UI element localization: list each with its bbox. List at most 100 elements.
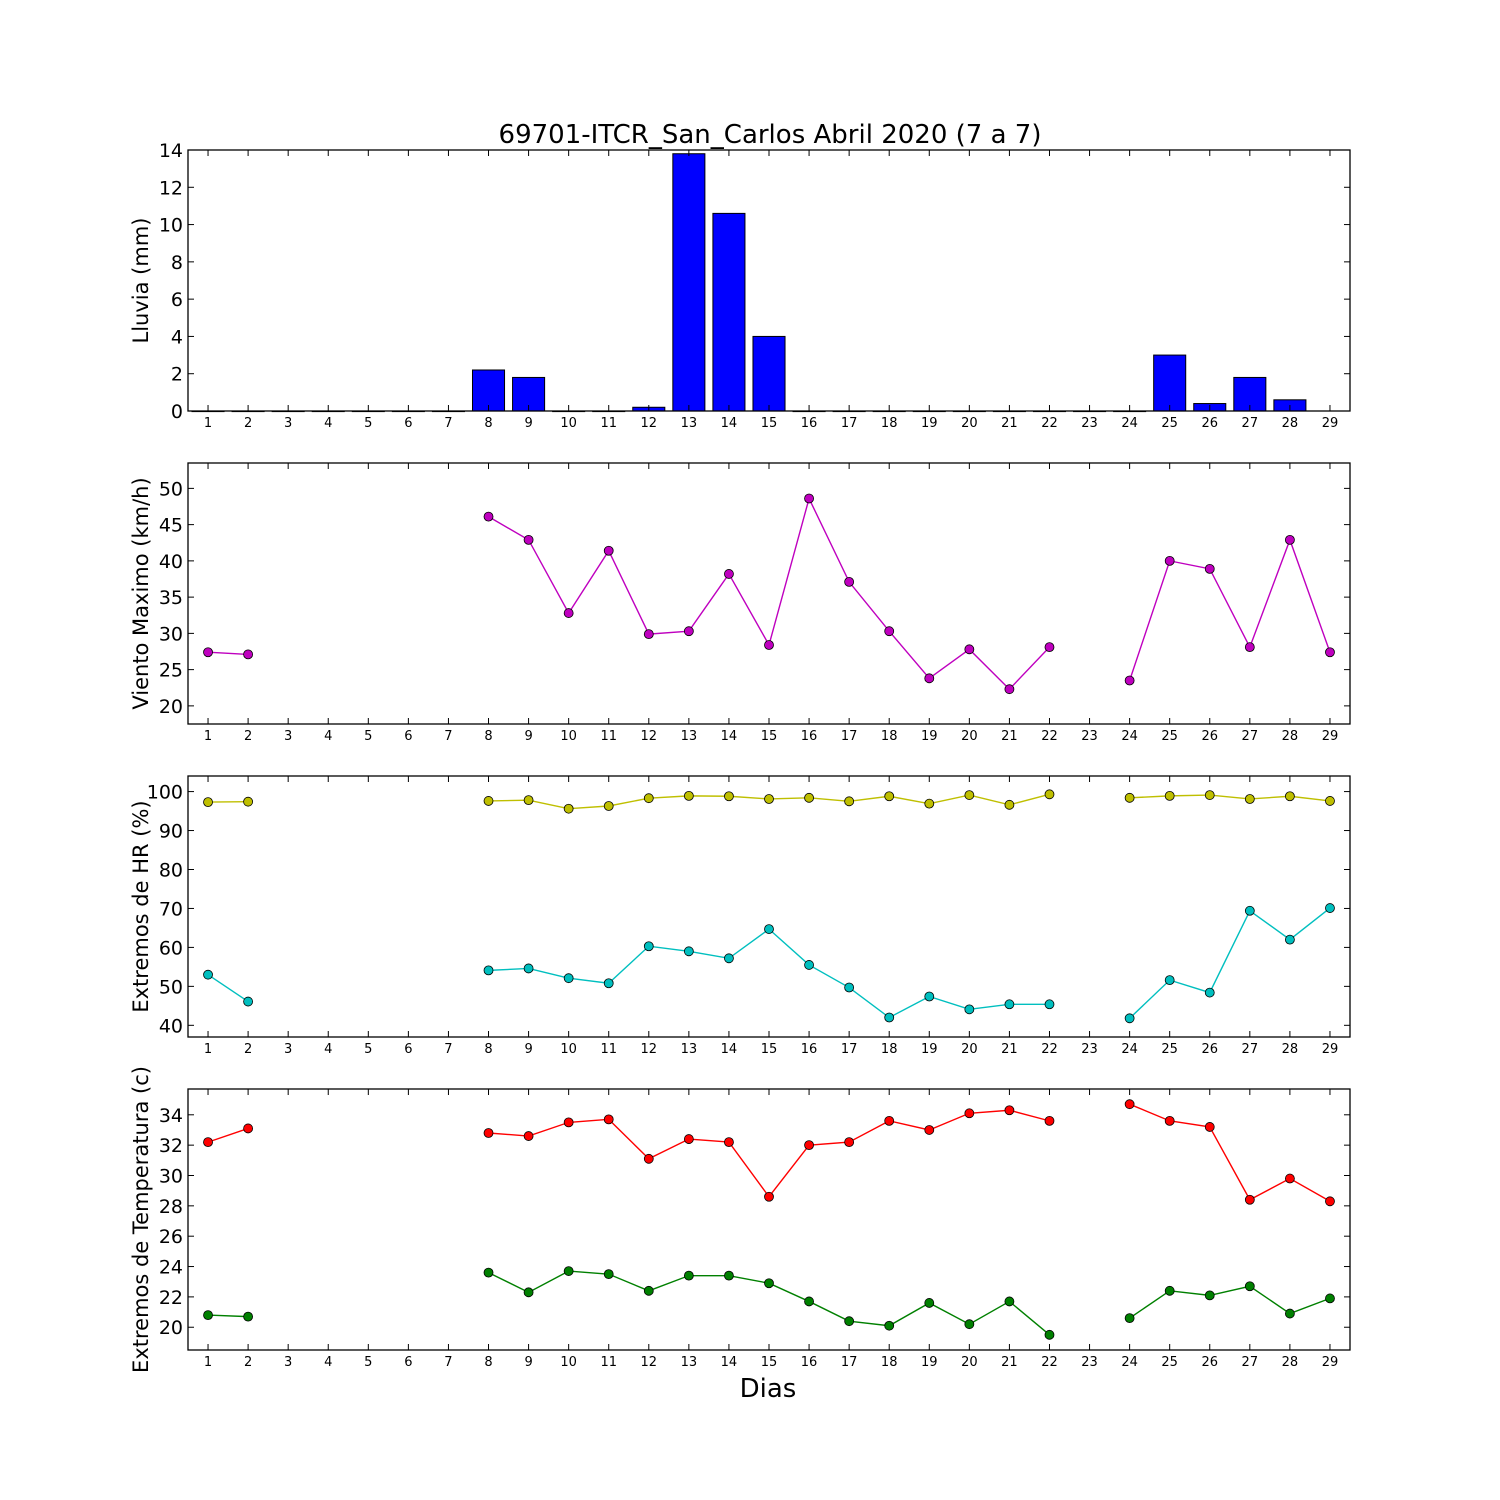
wind-point-day-22 (1044, 642, 1055, 653)
x-tick-label: 3 (284, 1042, 292, 1057)
hr_min-point-day-28 (1284, 934, 1295, 945)
x-tick-label: 10 (560, 1355, 577, 1370)
hr_min-line (1129, 907, 1331, 1019)
hr_max-point-day-22 (1044, 789, 1055, 800)
x-tick-label: 22 (1041, 729, 1058, 744)
temp_min-point-day-9 (523, 1287, 534, 1298)
temp_max-point-day-21 (1004, 1105, 1015, 1116)
y-tick-label: 70 (159, 898, 183, 920)
x-tick-label: 16 (801, 729, 818, 744)
hr_min-point-day-9 (523, 963, 534, 974)
y-tick-label: 40 (159, 551, 183, 573)
y-tick-label: 60 (159, 937, 183, 959)
hr_min-point-day-29 (1325, 903, 1335, 913)
wind-point-day-9 (523, 534, 534, 545)
x-tick-label: 3 (284, 1355, 292, 1370)
wind-point-day-13 (683, 626, 694, 637)
x-tick-label: 12 (641, 416, 658, 431)
hr_min-point-day-12 (643, 941, 654, 952)
hr_min-point-day-26 (1204, 987, 1215, 998)
wind-point-day-20 (964, 644, 975, 655)
rain-bar-day-25 (1153, 354, 1187, 412)
x-tick-label: 10 (560, 729, 577, 744)
temp_min-point-day-19 (924, 1298, 935, 1308)
x-tick-label: 15 (761, 729, 778, 744)
x-tick-label: 27 (1242, 416, 1259, 431)
y-tick-label: 28 (159, 1196, 183, 1218)
x-tick-label: 25 (1161, 729, 1178, 744)
x-tick-label: 2 (244, 416, 252, 431)
x-tick-label: 11 (600, 1042, 617, 1057)
x-tick-label: 26 (1201, 729, 1218, 744)
temp_max-point-day-26 (1204, 1122, 1215, 1132)
hr_max-point-day-21 (1004, 799, 1015, 810)
x-tick-label: 6 (404, 1355, 412, 1370)
x-tick-label: 21 (1001, 1042, 1018, 1057)
temp_min-point-day-27 (1244, 1281, 1255, 1292)
y-tick-label: 45 (159, 515, 183, 537)
x-tick-label: 21 (1001, 729, 1018, 744)
x-tick-label: 2 (244, 729, 252, 744)
x-tick-label: 15 (761, 416, 778, 431)
x-tick-label: 19 (921, 1042, 938, 1057)
temp_min-point-day-29 (1325, 1293, 1335, 1304)
hr_max-point-day-29 (1325, 796, 1335, 806)
x-tick-label: 29 (1322, 729, 1339, 744)
temp_min-point-day-11 (603, 1269, 614, 1280)
x-tick-label: 14 (721, 1355, 738, 1370)
temp_max-point-day-27 (1244, 1194, 1255, 1205)
x-tick-label: 12 (641, 1042, 658, 1057)
hr_min-point-day-22 (1044, 999, 1055, 1010)
y-tick-label: 22 (159, 1287, 183, 1309)
x-tick-label: 13 (681, 1355, 698, 1370)
hr_max-point-day-24 (1124, 792, 1135, 803)
x-tick-label: 4 (324, 416, 332, 431)
panel-frame (187, 462, 1351, 725)
y-axis-label: Extremos de Temperatura (c) (129, 1066, 153, 1373)
rain-bar-day-13 (672, 153, 706, 412)
hr_max-point-day-12 (643, 793, 654, 804)
panel-frame (187, 775, 1351, 1038)
x-tick-label: 18 (881, 416, 898, 431)
x-tick-label: 24 (1121, 1355, 1138, 1370)
x-tick-label: 15 (761, 1042, 778, 1057)
rain-bar-day-14 (712, 212, 746, 412)
wind-point-day-15 (764, 640, 774, 650)
temp_max-point-day-29 (1325, 1196, 1335, 1207)
y-tick-label: 0 (171, 401, 183, 423)
x-tick-label: 20 (961, 416, 978, 431)
x-tick-label: 12 (641, 729, 658, 744)
x-tick-label: 20 (961, 729, 978, 744)
y-tick-label: 35 (159, 587, 183, 609)
y-tick-label: 12 (159, 177, 183, 199)
x-tick-label: 25 (1161, 1355, 1178, 1370)
hr_min-point-day-1 (203, 969, 213, 980)
hr_max-point-day-13 (683, 790, 694, 801)
hr_max-point-day-20 (964, 790, 975, 800)
wind-point-day-14 (724, 569, 734, 579)
temp_min-point-day-28 (1284, 1308, 1295, 1319)
hr_max-point-day-8 (483, 796, 494, 806)
temp_min-point-day-26 (1204, 1290, 1215, 1301)
temp_min-point-day-22 (1044, 1329, 1055, 1340)
y-tick-label: 90 (159, 821, 183, 843)
x-tick-label: 19 (921, 1355, 938, 1370)
temp_max-point-day-8 (483, 1128, 494, 1138)
hr_min-point-day-25 (1164, 975, 1175, 986)
x-tick-label: 22 (1041, 1042, 1058, 1057)
x-tick-label: 25 (1161, 416, 1178, 431)
x-tick-label: 29 (1322, 1355, 1339, 1370)
y-tick-label: 14 (159, 140, 183, 162)
x-tick-label: 26 (1201, 1042, 1218, 1057)
hr_max-point-day-27 (1244, 794, 1255, 804)
hr_min-line (488, 928, 1050, 1019)
hr_min-line (207, 974, 249, 1003)
x-tick-label: 4 (324, 1042, 332, 1057)
wind-point-day-25 (1164, 555, 1175, 566)
temp_max-point-day-1 (203, 1137, 213, 1148)
hr_min-point-day-11 (603, 978, 614, 989)
x-tick-label: 10 (560, 1042, 577, 1057)
x-tick-label: 6 (404, 729, 412, 744)
wind-point-day-21 (1004, 684, 1015, 695)
